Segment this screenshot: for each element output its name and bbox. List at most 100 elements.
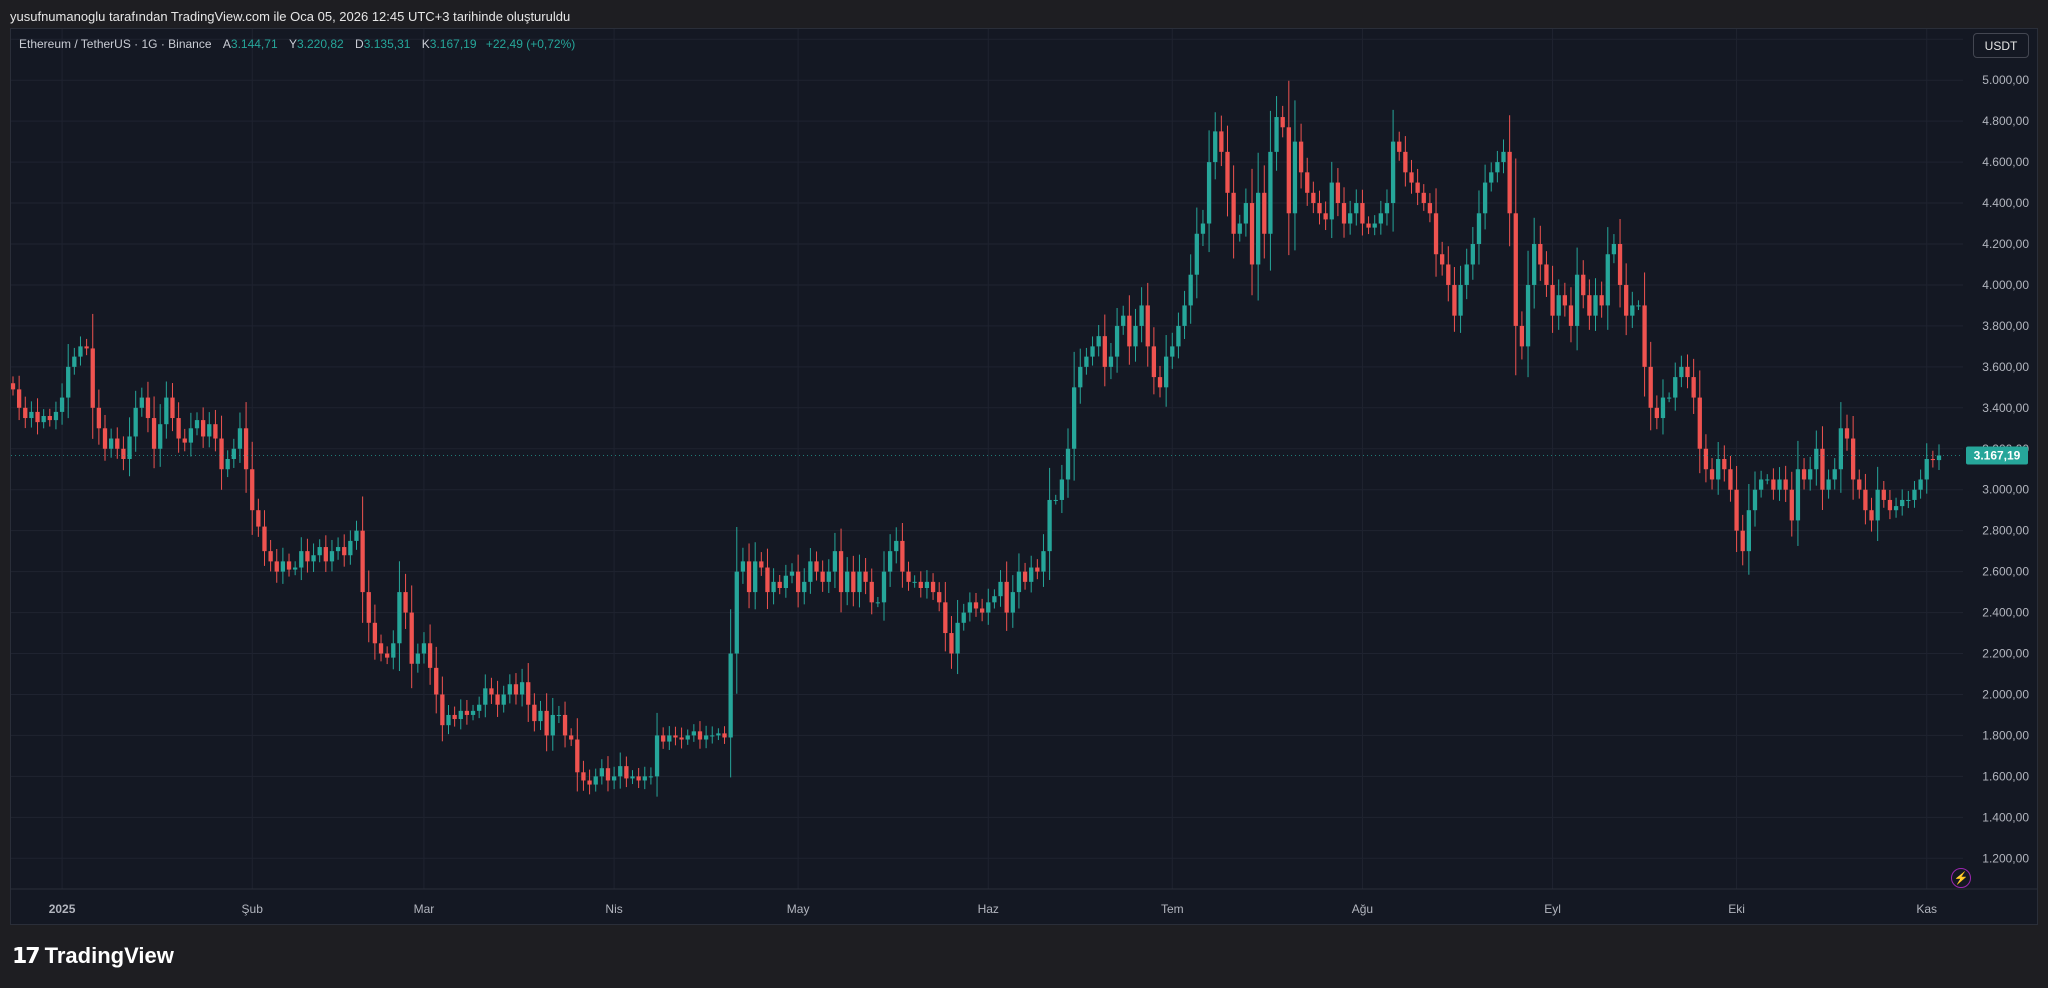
candle-body bbox=[115, 438, 120, 449]
candle-body bbox=[1697, 397, 1702, 449]
candle-body bbox=[16, 389, 22, 408]
x-tick-label: Haz bbox=[978, 902, 999, 916]
candle-body bbox=[1029, 567, 1034, 582]
candle-body bbox=[164, 397, 169, 425]
candle-body bbox=[1801, 469, 1807, 480]
candle-body bbox=[1433, 213, 1439, 255]
candle-body bbox=[1716, 459, 1721, 480]
candle-body bbox=[1581, 274, 1586, 296]
candle-body bbox=[1495, 162, 1500, 173]
candle-body bbox=[795, 571, 801, 593]
candle-body bbox=[851, 571, 856, 593]
candle-body bbox=[1127, 315, 1132, 347]
candle-body bbox=[1378, 213, 1383, 224]
candle-body bbox=[219, 438, 224, 470]
candle-body bbox=[108, 438, 114, 449]
candle-body bbox=[691, 731, 696, 736]
candle-body bbox=[182, 438, 187, 443]
candle-body bbox=[771, 581, 776, 593]
tradingview-logo[interactable]: 𝟭𝟳 TradingView bbox=[12, 943, 174, 969]
candle-body bbox=[1249, 203, 1255, 265]
candle-body bbox=[1648, 366, 1653, 408]
candle-body bbox=[1163, 356, 1169, 388]
candle-body bbox=[1397, 141, 1402, 152]
candle-body bbox=[354, 530, 359, 541]
candle-body bbox=[1900, 499, 1905, 507]
candle-body bbox=[1446, 264, 1451, 285]
candle-body bbox=[943, 602, 948, 634]
candle-body bbox=[194, 420, 200, 429]
x-tick-label: Tem bbox=[1161, 902, 1184, 916]
candle-body bbox=[722, 733, 727, 738]
candle-body bbox=[1556, 295, 1561, 316]
candle-body bbox=[562, 714, 568, 736]
candle-body bbox=[268, 551, 273, 562]
candle-body bbox=[1078, 366, 1083, 388]
candle-body bbox=[937, 592, 942, 603]
x-tick-label: May bbox=[787, 902, 810, 916]
y-tick-label: 3.000,00 bbox=[1982, 483, 2029, 497]
candle-body bbox=[1893, 506, 1899, 511]
y-tick-label: 1.800,00 bbox=[1982, 728, 2029, 742]
candle-body bbox=[29, 411, 34, 419]
chart-frame[interactable]: 1.200,00 1.400,00 1.600,00 1.800,00 2.000,00… bbox=[10, 28, 2038, 925]
candle-body bbox=[1789, 489, 1794, 521]
candle-body bbox=[1752, 489, 1758, 511]
candle-body bbox=[887, 551, 893, 572]
candle-body bbox=[587, 780, 592, 785]
candle-body bbox=[575, 739, 580, 773]
currency-button[interactable]: USDT bbox=[1973, 33, 2029, 58]
candle-body bbox=[225, 459, 230, 470]
candle-body bbox=[329, 551, 335, 562]
candle-body bbox=[1709, 469, 1715, 480]
candle-body bbox=[1286, 127, 1291, 214]
candle-body bbox=[845, 571, 850, 593]
candle-body bbox=[1010, 592, 1015, 613]
candle-body bbox=[906, 571, 911, 582]
candle-body bbox=[1532, 244, 1537, 285]
candle-body bbox=[1850, 438, 1856, 480]
candle-body bbox=[1605, 254, 1610, 306]
candle-body bbox=[1875, 489, 1880, 521]
x-tick-label: Kas bbox=[1916, 902, 1937, 916]
candle-body bbox=[1133, 325, 1138, 347]
candle-body bbox=[1348, 213, 1353, 224]
lightning-icon[interactable]: ⚡ bbox=[1951, 868, 1971, 888]
candle-body bbox=[967, 602, 973, 613]
candle-body bbox=[532, 704, 537, 722]
candle-body bbox=[1139, 305, 1144, 326]
candle-body bbox=[1722, 459, 1727, 470]
candle-body bbox=[961, 612, 966, 623]
symbol-legend[interactable]: Ethereum / TetherUS · 1G · Binance A3.14… bbox=[19, 37, 575, 51]
candle-body bbox=[23, 407, 28, 419]
candle-body bbox=[783, 575, 789, 588]
candle-body bbox=[1311, 192, 1316, 204]
symbol-title[interactable]: Ethereum / TetherUS · 1G · Binance bbox=[19, 37, 212, 51]
candle-body bbox=[1771, 479, 1776, 490]
candle-body bbox=[286, 561, 292, 570]
candle-body bbox=[1740, 530, 1745, 552]
x-tick-label: Nis bbox=[605, 902, 622, 916]
candle-body bbox=[96, 407, 102, 429]
candle-body bbox=[280, 561, 286, 572]
candle-body bbox=[949, 633, 954, 654]
candle-body bbox=[808, 561, 813, 582]
candle-body bbox=[569, 735, 574, 740]
candle-body bbox=[59, 397, 65, 412]
y-tick-label: 4.400,00 bbox=[1982, 196, 2029, 210]
candle-body bbox=[1924, 459, 1929, 480]
candle-body bbox=[1525, 284, 1531, 347]
candle-body bbox=[1022, 571, 1028, 582]
candle-body bbox=[66, 366, 71, 398]
candle-body bbox=[1912, 489, 1917, 500]
candle-body bbox=[1323, 213, 1328, 220]
candle-body bbox=[1636, 305, 1641, 307]
candle-body bbox=[458, 710, 463, 720]
candle-body bbox=[979, 608, 985, 613]
candle-body bbox=[654, 735, 660, 777]
candle-body bbox=[1513, 213, 1518, 326]
x-tick-label: Şub bbox=[242, 902, 264, 916]
candle-body bbox=[900, 540, 905, 572]
candlestick-chart[interactable]: 1.200,00 1.400,00 1.600,00 1.800,00 2.000,00… bbox=[11, 29, 2037, 924]
